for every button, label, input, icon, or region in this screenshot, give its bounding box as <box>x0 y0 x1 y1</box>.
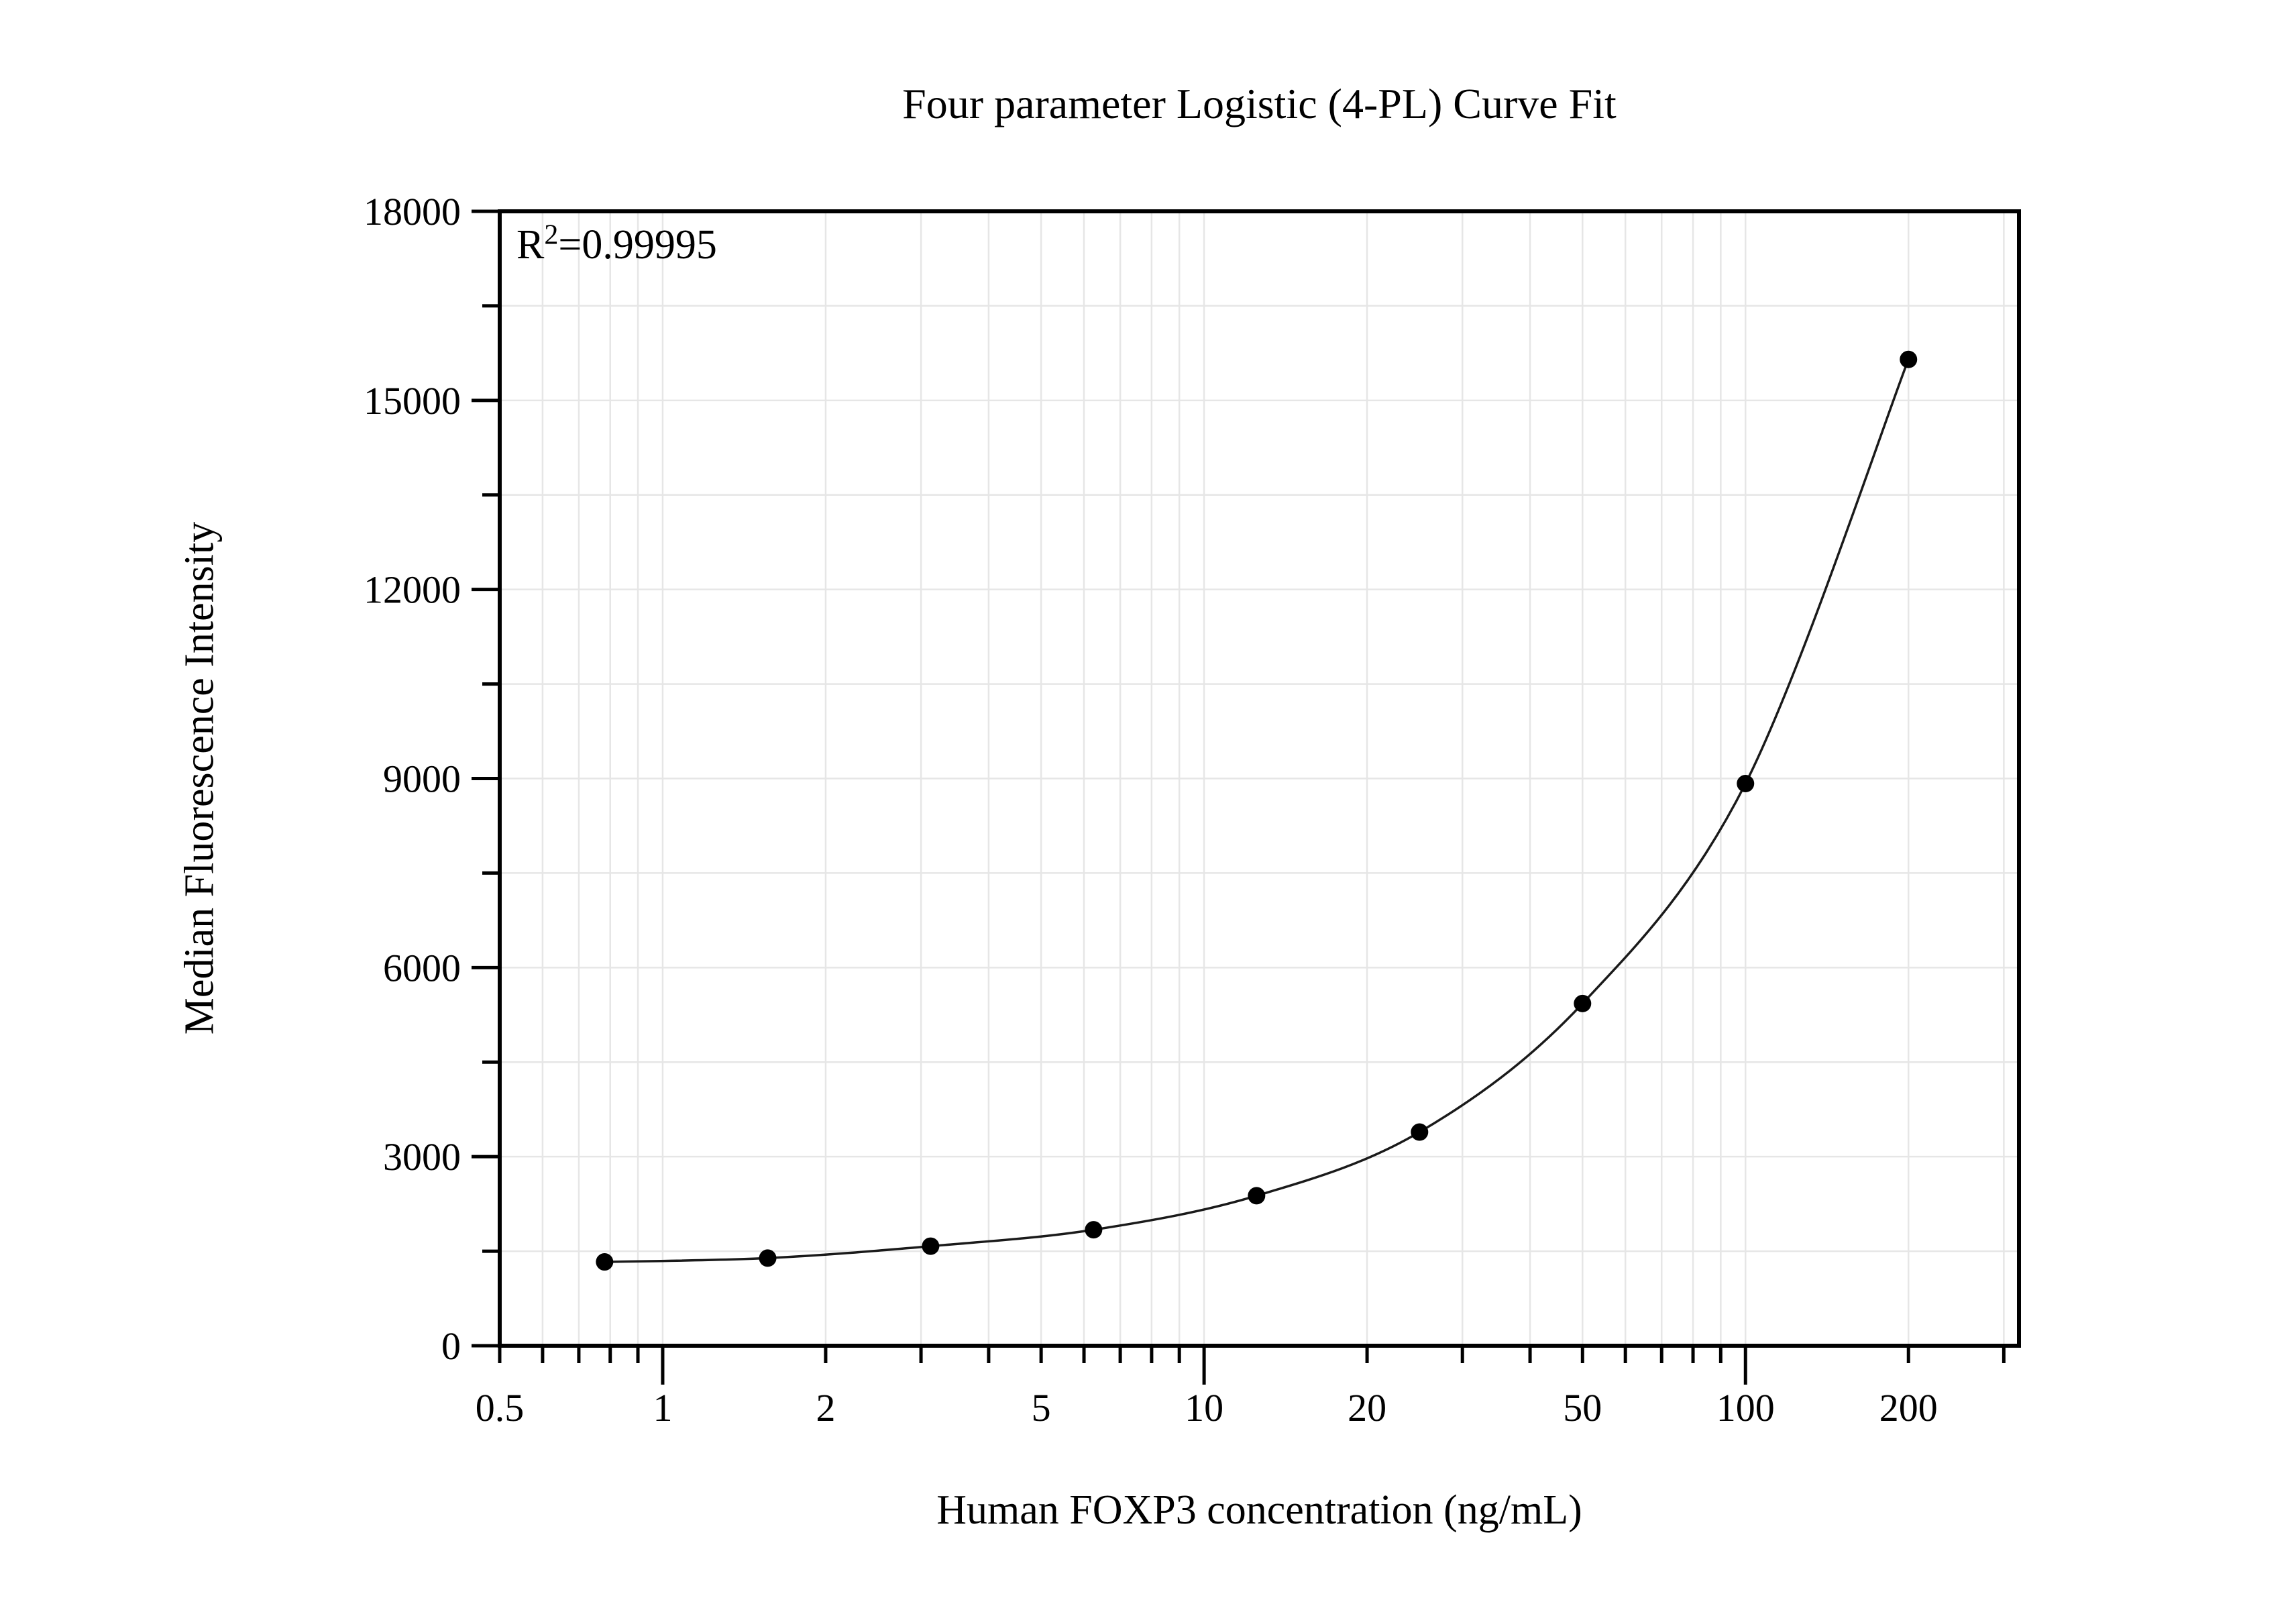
x-tick-labels: 0.5 1 2 5 10 20 50 100 200 <box>476 1386 1938 1430</box>
x-tick-label: 0.5 <box>476 1386 525 1430</box>
y-tick-label: 12000 <box>364 568 461 612</box>
x-tick-label: 100 <box>1716 1386 1775 1430</box>
x-tick-label: 1 <box>653 1386 672 1430</box>
y-tick-label: 15000 <box>364 379 461 423</box>
x-tick-label: 10 <box>1185 1386 1223 1430</box>
data-point <box>759 1249 777 1267</box>
data-point <box>1574 994 1592 1012</box>
y-tick-labels: 0 3000 6000 9000 12000 15000 18000 <box>364 190 461 1368</box>
y-tick-label: 18000 <box>364 190 461 233</box>
x-axis-ticks <box>498 1346 2006 1385</box>
y-tick-label: 0 <box>441 1324 461 1368</box>
r-squared-base: R <box>516 222 545 268</box>
gridlines <box>500 211 2019 1346</box>
y-axis-label: Median Fluorescence Intensity <box>176 521 223 1035</box>
r-squared-value: =0.99995 <box>558 222 717 268</box>
data-point <box>1248 1187 1266 1205</box>
y-tick-label: 3000 <box>383 1135 461 1179</box>
data-point <box>1737 775 1755 793</box>
x-axis-label: Human FOXP3 concentration (ng/mL) <box>936 1487 1582 1533</box>
r-squared-exponent: 2 <box>544 219 559 251</box>
data-point <box>1900 350 1918 368</box>
r-squared-annotation: R2=0.99995 <box>516 221 717 269</box>
data-point <box>922 1237 940 1255</box>
x-tick-label: 5 <box>1032 1386 1051 1430</box>
x-tick-label: 200 <box>1879 1386 1938 1430</box>
x-tick-label: 20 <box>1348 1386 1386 1430</box>
data-point <box>1411 1123 1429 1141</box>
data-point <box>1085 1221 1103 1239</box>
x-tick-label: 2 <box>816 1386 835 1430</box>
chart-title: Four parameter Logistic (4-PL) Curve Fit <box>902 80 1617 127</box>
data-points <box>596 350 1918 1271</box>
fit-curve <box>604 359 1910 1263</box>
y-tick-label: 6000 <box>383 946 461 990</box>
y-axis-ticks <box>472 209 500 1348</box>
data-point <box>596 1253 614 1271</box>
y-tick-label: 9000 <box>383 757 461 801</box>
x-tick-label: 50 <box>1563 1386 1602 1430</box>
